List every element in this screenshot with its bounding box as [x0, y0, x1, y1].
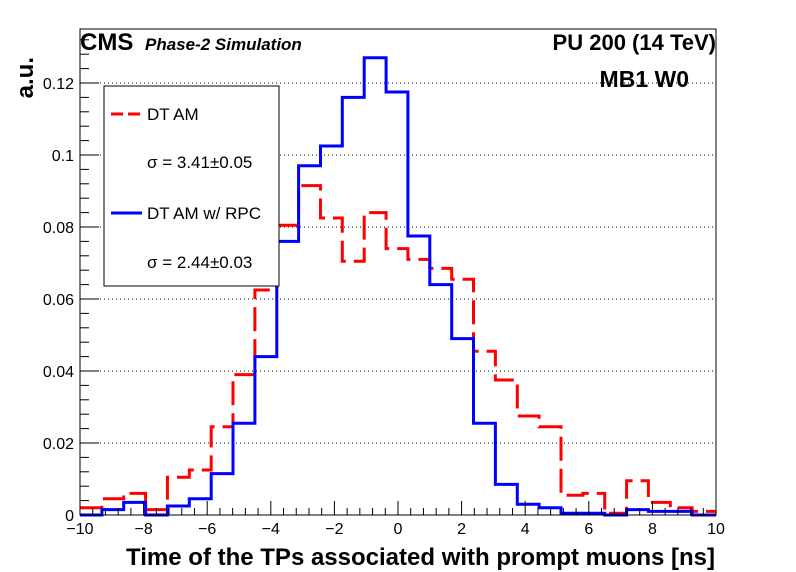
y-tick-label: 0 [65, 508, 74, 525]
y-tick-label: 0.1 [52, 148, 74, 165]
lumi-label: PU 200 (14 TeV) [553, 30, 716, 55]
x-tick-label: −6 [198, 521, 216, 538]
x-tick-label: −8 [134, 521, 152, 538]
y-tick-label: 0.04 [43, 364, 74, 381]
legend: DT AM σ = 3.41±0.05 DT AM w/ RPC σ = 2.4… [103, 85, 280, 287]
axis-tick-labels: −10 −8 −6 −4 −2 0 2 4 6 8 10 0 0.02 0.04 0.06 0.08 0.1 0.… [43, 76, 725, 538]
cms-label: CMS [80, 29, 133, 56]
x-tick-label: −4 [262, 521, 280, 538]
x-tick-label: −10 [66, 521, 93, 538]
legend-label-dt-am-rpc: DT AM w/ RPC [147, 204, 261, 223]
series-line-dt-am [80, 184, 716, 515]
legend-sigma-dt-am: σ = 3.41±0.05 [147, 153, 252, 172]
cms-sublabel: Phase-2 Simulation [145, 35, 302, 54]
x-tick-label: 4 [521, 521, 530, 538]
region-label: MB1 W0 [600, 66, 689, 92]
x-tick-label: −2 [325, 521, 343, 538]
y-tick-label: 0.02 [43, 436, 74, 453]
x-tick-label: 0 [394, 521, 403, 538]
x-tick-label: 8 [648, 521, 657, 538]
x-tick-label: 6 [584, 521, 593, 538]
y-tick-label: 0.12 [43, 76, 74, 93]
y-tick-label: 0.06 [43, 292, 74, 309]
legend-label-dt-am: DT AM [147, 105, 199, 124]
x-axis-title: Time of the TPs associated with prompt m… [126, 544, 715, 571]
y-axis-title: a.u. [12, 57, 39, 98]
x-tick-label: 10 [707, 521, 725, 538]
x-tick-label: 2 [457, 521, 466, 538]
axis-ticks [79, 39, 717, 516]
legend-box [103, 85, 280, 287]
legend-sigma-dt-am-rpc: σ = 2.44±0.03 [147, 253, 252, 272]
y-tick-label: 0.08 [43, 220, 74, 237]
